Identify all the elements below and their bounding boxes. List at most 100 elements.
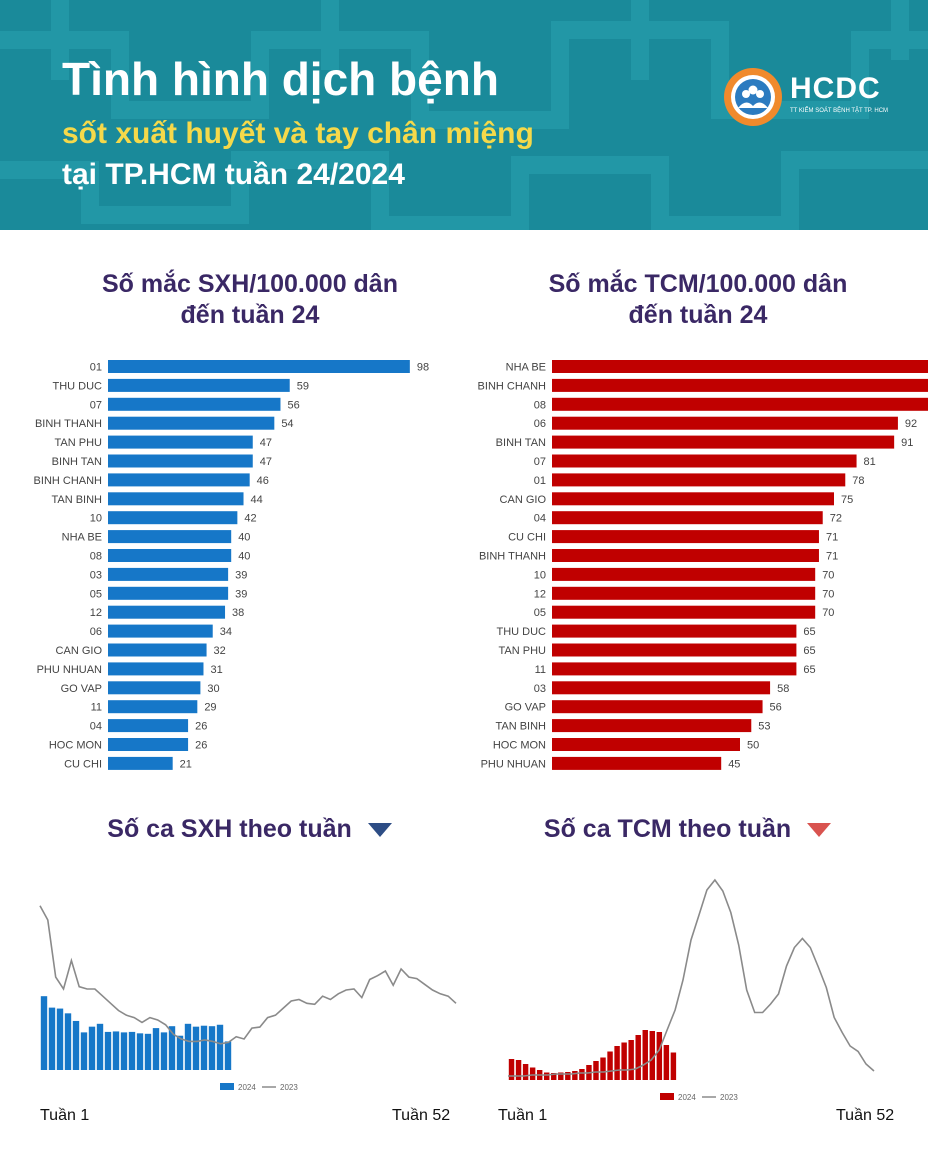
tcm-weekly-bar-2024 — [508, 1059, 515, 1080]
sxh-rate-value-label: 38 — [232, 607, 244, 619]
sxh-rate-title-line1: Số mắc SXH/100.000 dân — [102, 270, 398, 298]
tcm-rate-category-label: 03 — [534, 683, 546, 695]
sxh-rate-bar — [108, 473, 250, 487]
tcm-rate-bar — [552, 549, 819, 562]
sxh-rate-value-label: 21 — [180, 758, 192, 770]
sxh-weekly-bar-2024 — [200, 1025, 208, 1070]
sxh-weekly-title-text: Số ca SXH theo tuần — [107, 815, 352, 843]
sxh-weekly-chart: 2024 2023 — [0, 860, 464, 1105]
tcm-weekly-bar-2024 — [663, 1045, 670, 1080]
tcm-rate-category-label: 04 — [534, 513, 546, 525]
tcm-rate-category-label: TAN BINH — [495, 721, 546, 733]
sxh-rate-category-label: THU DUC — [53, 380, 103, 392]
subtitle-location-week: tại TP.HCM tuần 24/2024 — [62, 158, 405, 191]
sxh-rate-value-label: 54 — [281, 418, 293, 430]
tcm-rate-category-label: HOC MON — [493, 740, 546, 752]
sxh-weekly-legend-label-2024: 2024 — [238, 1083, 256, 1092]
tcm-weekly-bar-2024 — [642, 1030, 648, 1080]
tcm-rate-value-label: 78 — [852, 475, 864, 487]
sxh-weekly-bar-2024 — [88, 1026, 96, 1070]
sxh-rate-bar — [108, 530, 232, 544]
logo-subtitle: TT KIỂM SOÁT BỆNH TẬT TP. HCM — [790, 108, 889, 114]
sxh-rate-category-label: 01 — [90, 362, 102, 374]
sxh-weekly-bar-2024 — [80, 1032, 88, 1070]
hcdc-emblem-icon — [724, 68, 782, 126]
sxh-rate-title-line2: đến tuần 24 — [180, 301, 320, 329]
sxh-rate-category-label: 04 — [90, 721, 102, 733]
tcm-rate-category-label: THU DUC — [497, 626, 547, 638]
sxh-rate-category-label: 10 — [90, 513, 102, 525]
sxh-rate-bar — [108, 586, 229, 600]
sxh-weekly-line-2023 — [39, 905, 457, 1045]
sxh-rate-category-label: 03 — [90, 569, 102, 581]
sxh-rate-category-label: 06 — [90, 626, 102, 638]
tcm-rate-bar — [552, 624, 797, 638]
sxh-rate-bar — [108, 378, 290, 392]
tcm-weekly-chart: 2024 2023 — [464, 860, 928, 1105]
tcm-rate-title: Số mắc TCM/100.000 dân đến tuần 24 — [488, 269, 908, 331]
sxh-weekly-bar-2024 — [96, 1023, 104, 1070]
tcm-rate-bar — [552, 435, 895, 449]
sxh-rate-bar — [108, 700, 198, 714]
tcm-rate-bar — [552, 700, 763, 714]
sxh-rate-value-label: 29 — [204, 702, 216, 714]
sxh-rate-category-label: 08 — [90, 551, 102, 563]
sxh-rate-bar — [108, 397, 281, 411]
tcm-rate-bar — [552, 530, 819, 544]
tcm-rate-category-label: GO VAP — [505, 702, 546, 714]
sxh-weekly-bar-2024 — [136, 1033, 144, 1070]
tcm-rate-category-label: BINH THANH — [479, 551, 546, 563]
tcm-rate-bar — [552, 454, 857, 468]
tcm-rate-category-label: BINH TAN — [496, 437, 546, 449]
tcm-weekly-bar-2024 — [515, 1060, 522, 1080]
trend-down-icon — [807, 823, 832, 838]
sxh-weekly-bar-2024 — [120, 1032, 128, 1070]
sxh-rate-value-label: 59 — [297, 380, 309, 392]
sxh-rate-category-label: NHA BE — [62, 532, 102, 544]
tcm-rate-category-label: 12 — [534, 588, 546, 600]
tcm-weekly-legend-label-2023: 2023 — [720, 1093, 738, 1100]
tcm-rate-title-line2: đến tuần 24 — [628, 301, 768, 329]
tcm-rate-value-label: 75 — [841, 494, 853, 506]
sxh-rate-category-label: 11 — [91, 702, 102, 714]
tcm-weekly-bar-2024 — [543, 1072, 550, 1080]
sxh-week-start-label: Tuần 1 — [40, 1107, 90, 1124]
tcm-weekly-line-2023 — [508, 878, 875, 1077]
sxh-rate-category-label: 05 — [90, 588, 102, 600]
sxh-rate-category-label: GO VAP — [61, 683, 102, 695]
tcm-rate-bar — [552, 756, 722, 770]
tcm-rate-value-label: 53 — [758, 721, 770, 733]
tcm-weekly-bar-2024 — [558, 1072, 564, 1080]
tcm-rate-bar — [552, 586, 816, 600]
sxh-rate-bar — [108, 360, 410, 373]
sxh-rate-category-label: TAN PHU — [55, 437, 103, 449]
sxh-weekly-bar-2024 — [56, 1008, 64, 1070]
sxh-rate-value-label: 47 — [260, 437, 272, 449]
tcm-rate-category-label: 08 — [534, 399, 546, 411]
tcm-rate-value-label: 81 — [864, 456, 876, 468]
tcm-weekly-bar-2024 — [522, 1064, 529, 1080]
tcm-rate-value-label: 70 — [822, 569, 834, 581]
sxh-rate-value-label: 56 — [287, 399, 299, 411]
sxh-rate-bar — [108, 643, 207, 657]
sxh-rate-category-label: BINH TAN — [52, 456, 102, 468]
sxh-weekly-bar-2024 — [144, 1033, 152, 1070]
tcm-rate-bar — [552, 605, 816, 619]
sxh-rate-category-label: BINH THANH — [35, 418, 102, 430]
sxh-weekly-bar-2024 — [72, 1020, 80, 1070]
sxh-weekly-bar-2024 — [176, 1035, 184, 1070]
sxh-rate-svg: 01 98 THU DUC 59 07 56 BINH THANH 54 TAN PHU 47 BI… — [34, 360, 429, 770]
sxh-rate-bar — [108, 756, 173, 770]
tcm-weekly-bar-2024 — [529, 1067, 536, 1080]
tcm-weekly-bar-2024 — [572, 1071, 578, 1080]
sxh-rate-value-label: 26 — [195, 721, 207, 733]
tcm-rate-category-label: CAN GIO — [500, 494, 547, 506]
sxh-weekly-legend-label-2023: 2023 — [280, 1083, 298, 1092]
tcm-weekly-bar-2024 — [579, 1069, 585, 1080]
tcm-rate-bar — [552, 681, 771, 695]
tcm-weekly-bar-2024 — [607, 1051, 613, 1080]
tcm-weekly-bar-2024 — [628, 1040, 634, 1080]
tcm-weekly-title-text: Số ca TCM theo tuần — [543, 815, 792, 843]
sxh-rate-bar — [108, 624, 213, 638]
sxh-rate-value-label: 47 — [260, 456, 272, 468]
